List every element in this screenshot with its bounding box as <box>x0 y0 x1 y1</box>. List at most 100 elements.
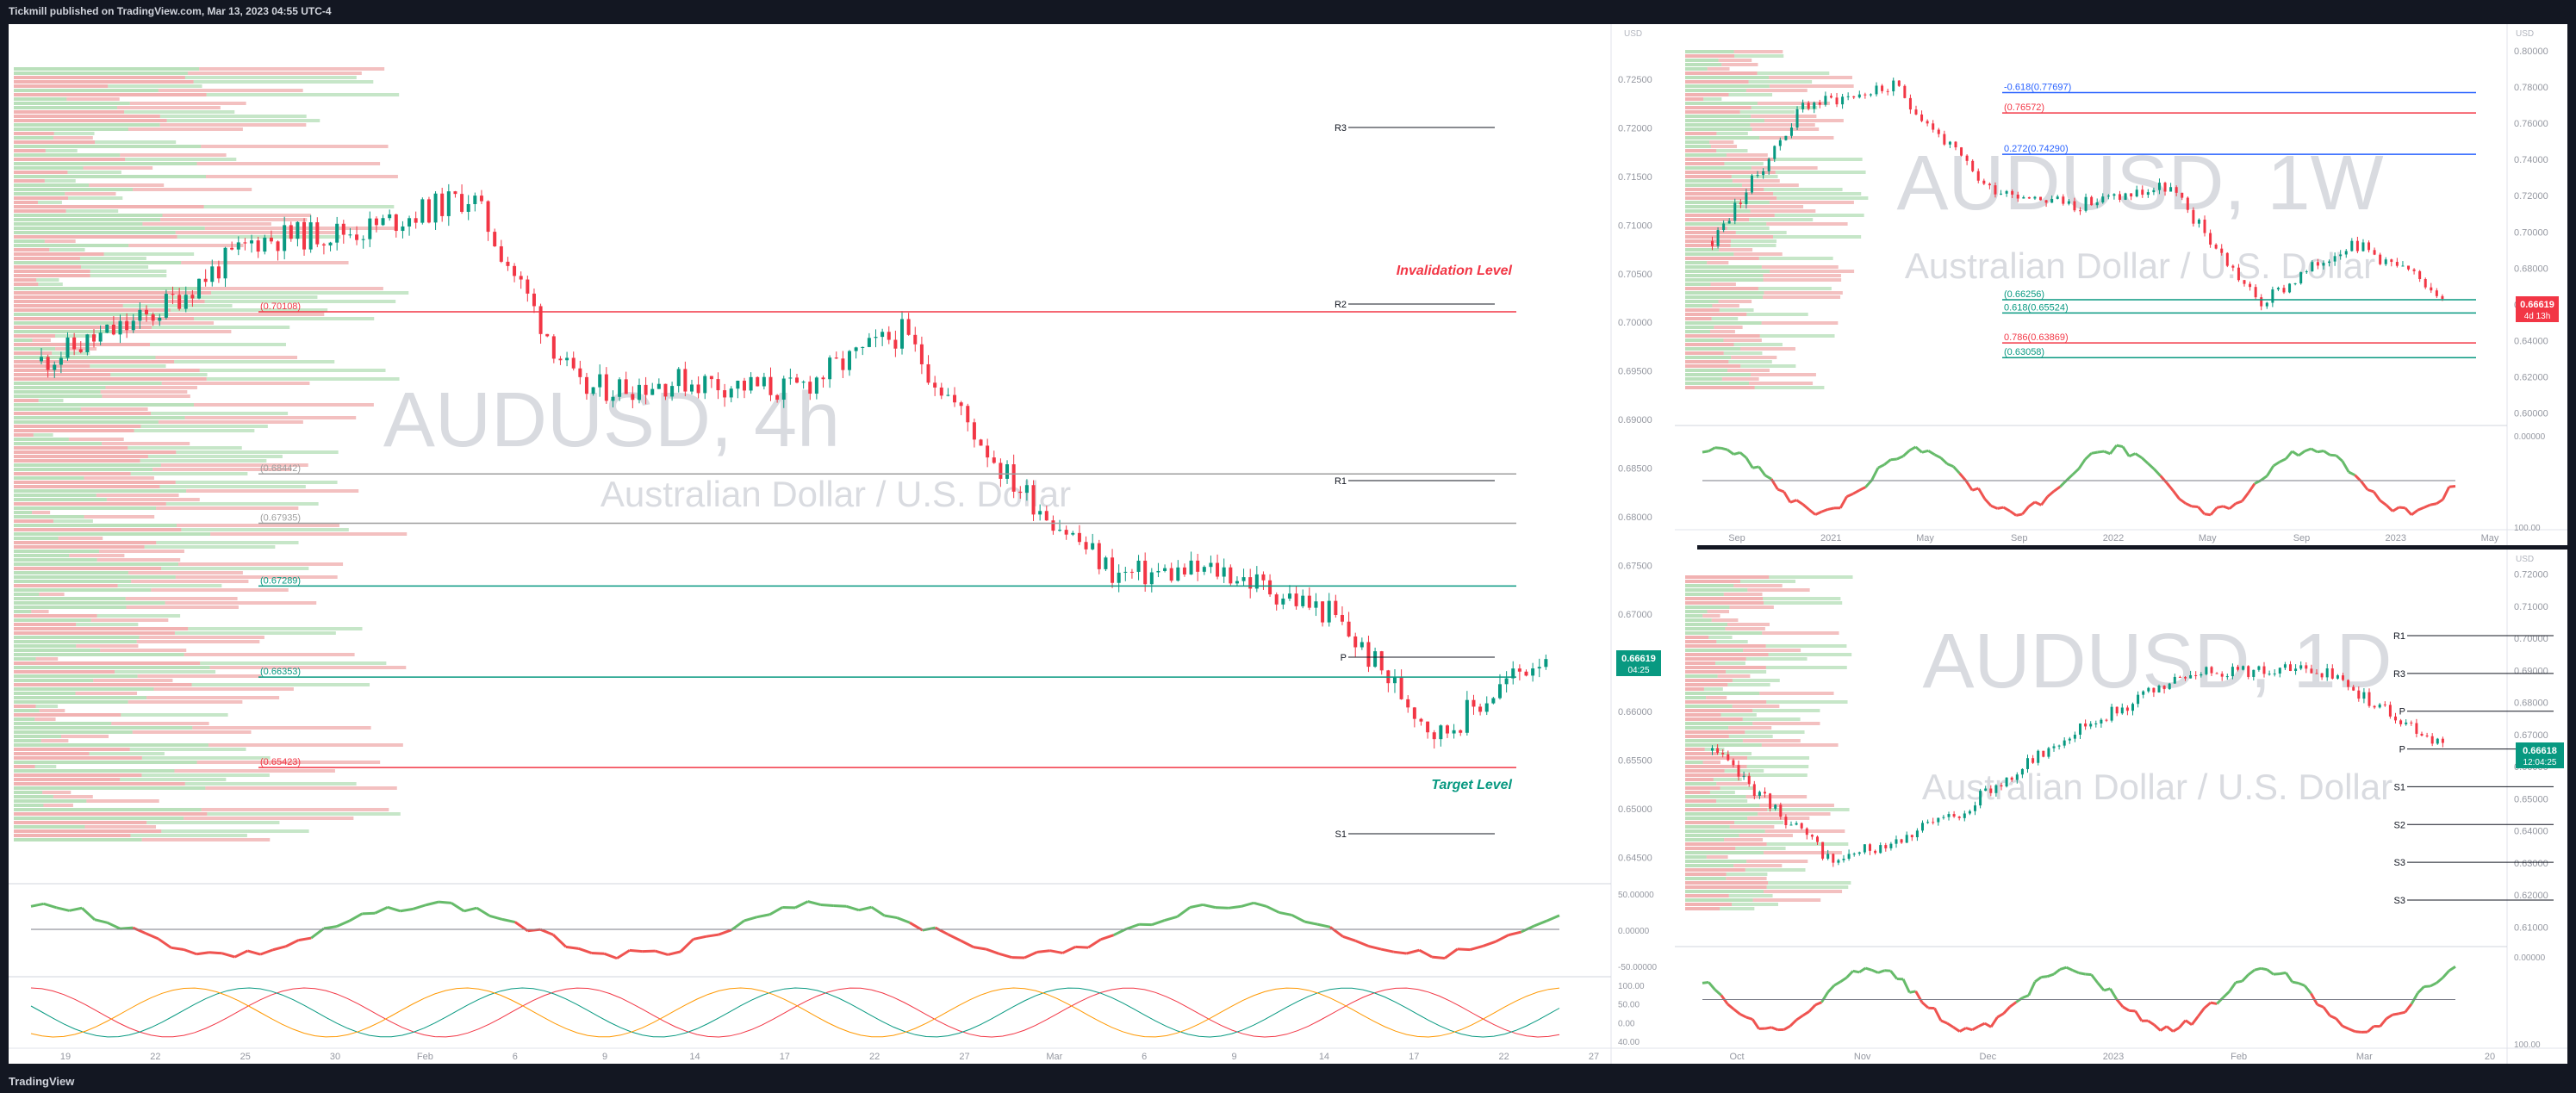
candle-body <box>1202 567 1206 572</box>
candle-body <box>1764 792 1766 794</box>
volume-profile-bar <box>1766 842 1849 846</box>
oscillator-line <box>718 928 732 936</box>
chart-1d[interactable]: AUDUSD, 1D Australian Dollar / U.S. Doll… <box>1675 550 2567 1064</box>
volume-profile-bar <box>1685 183 1742 187</box>
volume-profile-bar <box>1766 885 1849 889</box>
candle-body <box>1268 580 1272 595</box>
volume-profile-bar <box>1685 343 1734 346</box>
volume-profile-bar <box>35 705 59 708</box>
candle-body <box>1821 841 1825 859</box>
candle-body <box>618 379 622 397</box>
oscillator-line <box>2140 456 2150 465</box>
volume-profile-bar <box>1685 149 1717 152</box>
candle-body <box>1910 835 1913 838</box>
candle-body <box>2033 196 2037 199</box>
volume-profile-bar <box>90 270 167 273</box>
x-tick-label: Oct <box>1729 1052 1744 1062</box>
candle-body <box>302 221 307 250</box>
candle-body <box>446 191 451 216</box>
candle-body <box>729 388 733 398</box>
volume-profile-bar <box>1685 588 1748 592</box>
candle-body <box>460 194 464 212</box>
y-tick-label: 0.72000 <box>2514 570 2548 581</box>
oscillator-line <box>1304 920 1318 926</box>
chart-panel-1d[interactable]: AUDUSD, 1D Australian Dollar / U.S. Doll… <box>1675 550 2567 1064</box>
x-tick-label: May <box>2199 533 2217 543</box>
volume-profile-bar <box>196 162 381 165</box>
chart-subtitle: Australian Dollar / U.S. Dollar <box>600 474 1071 514</box>
volume-profile-bar <box>1739 347 1795 351</box>
chart-panel-4h[interactable]: AUDUSD, 4h Australian Dollar / U.S. Doll… <box>9 24 1697 1064</box>
candle-body <box>558 358 563 361</box>
volume-profile-bar <box>1764 601 1843 605</box>
oscillator-line <box>2292 980 2299 984</box>
volume-profile-bar <box>1685 640 1717 643</box>
chart-1w[interactable]: AUDUSD, 1W Australian Dollar / U.S. Doll… <box>1675 24 2567 545</box>
oscillator-line <box>1845 970 1854 979</box>
candle-body <box>1459 730 1463 733</box>
chart-title: AUDUSD, 4h <box>383 377 840 463</box>
volume-profile-bar <box>100 649 187 652</box>
volume-profile-bar <box>14 679 94 682</box>
candle-body <box>1756 175 1759 177</box>
oscillator-line <box>2404 506 2413 516</box>
y-tick-label: 0.68000 <box>2514 699 2548 709</box>
volume-profile-bar <box>14 459 140 463</box>
volume-profile-bar <box>14 537 59 540</box>
candle-body <box>1784 135 1788 140</box>
candle-body <box>2436 738 2439 744</box>
y-tick-label: 0.70000 <box>1618 318 1652 328</box>
volume-profile-bar <box>14 222 143 226</box>
candle-body <box>2352 686 2355 691</box>
oscillator-line <box>2404 1003 2413 1014</box>
volume-profile-bar <box>14 239 45 243</box>
pivot-label: R3 <box>2393 669 2405 680</box>
candle-body <box>210 266 215 283</box>
candle-body <box>2050 198 2054 203</box>
volume-profile-bar <box>52 351 90 355</box>
volume-profile-bar <box>181 528 349 531</box>
candle-body <box>631 394 635 401</box>
oscillator-line <box>1801 503 1810 511</box>
volume-profile-bar <box>1685 799 1717 803</box>
candle-body <box>650 388 655 395</box>
chart-4h[interactable]: AUDUSD, 4h Australian Dollar / U.S. Doll… <box>9 24 1697 1064</box>
volume-profile-bar <box>1685 274 1764 277</box>
x-tick-label: 17 <box>780 1052 790 1062</box>
volume-profile-bar <box>1728 726 1772 730</box>
volume-profile-bar <box>98 550 184 553</box>
oscillator-line <box>2385 504 2394 512</box>
candle-body <box>1117 572 1121 583</box>
candle-body <box>1544 659 1548 668</box>
volume-profile-bar <box>1685 692 1760 695</box>
volume-profile-bar <box>40 739 69 742</box>
candle-body <box>2073 201 2076 211</box>
candle-body <box>2243 280 2246 284</box>
volume-profile-bar <box>14 115 160 118</box>
x-tick-label: 14 <box>689 1052 700 1062</box>
volume-profile-bar <box>1719 308 1754 312</box>
oscillator-line <box>2021 994 2030 999</box>
volume-profile-bar <box>1685 283 1711 286</box>
volume-profile-bar <box>1759 804 1834 807</box>
candle-body <box>1209 562 1213 568</box>
oscillator-line <box>2185 502 2193 508</box>
oscillator-line <box>2272 460 2280 468</box>
candle-body <box>2000 193 2003 195</box>
oscillator-line <box>2386 1013 2393 1020</box>
volume-profile-bar <box>1685 244 1731 247</box>
volume-profile-bar <box>90 618 169 622</box>
oscillator-line <box>438 900 451 904</box>
candle-body <box>1988 183 1991 186</box>
volume-profile-bar <box>1685 817 1748 820</box>
oscillator-line <box>1546 914 1560 922</box>
candle-body <box>1932 123 1935 130</box>
chart-panel-1w[interactable]: AUDUSD, 1W Australian Dollar / U.S. Doll… <box>1675 24 2567 545</box>
volume-profile-bar <box>1776 196 1869 200</box>
volume-profile-bar <box>14 442 103 445</box>
candle-body <box>2062 196 2065 204</box>
candle-body <box>138 309 142 321</box>
oscillator-line <box>81 907 96 921</box>
candle-body <box>1857 852 1861 854</box>
oscillator-line <box>2304 984 2312 995</box>
